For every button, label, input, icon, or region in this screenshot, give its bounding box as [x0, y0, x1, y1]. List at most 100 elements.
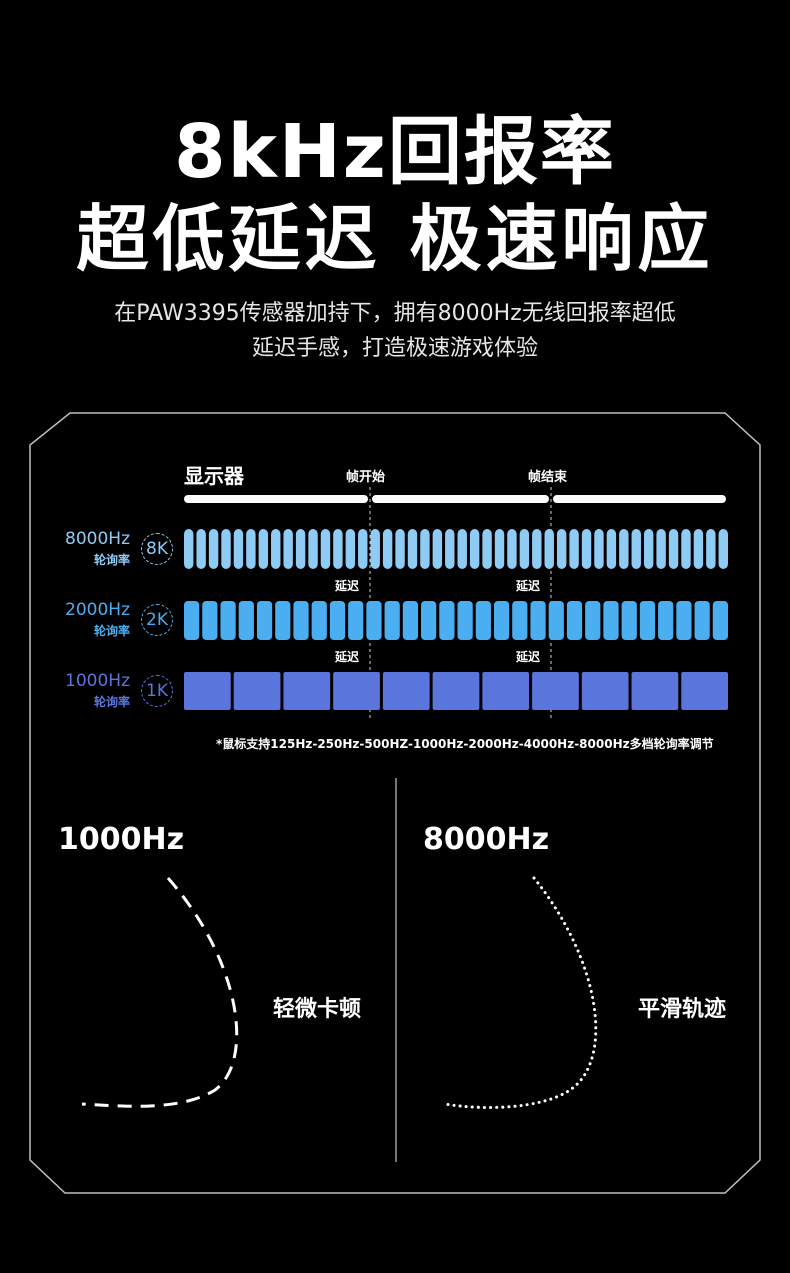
- poll-bar-8k: [358, 529, 368, 569]
- poll-bar-1k: [333, 672, 380, 710]
- headline-polling-rate: 8kHz回报率: [174, 109, 616, 195]
- poll-bar-8k: [308, 529, 318, 569]
- poll-bar-8k: [283, 529, 293, 569]
- poll-bar-2k: [402, 601, 419, 640]
- poll-bar-8k: [681, 529, 691, 569]
- poll-bar-8k: [532, 529, 542, 569]
- badge-2k: 2K: [141, 604, 173, 636]
- compare-left-desc: 轻微卡顿: [273, 997, 362, 1022]
- poll-bar-8k: [619, 529, 629, 569]
- poll-bar-1k: [382, 672, 430, 710]
- poll-bar-2k: [658, 601, 674, 640]
- rate-1000hz: 1000Hz: [65, 671, 130, 691]
- poll-bar-2k: [220, 601, 236, 640]
- poll-bar-2k: [639, 601, 656, 640]
- poll-bar-8k: [432, 529, 443, 569]
- poll-bar-8k: [221, 529, 231, 569]
- poll-bar-1k: [532, 672, 579, 710]
- bars-2000hz: [184, 601, 728, 640]
- rate-1000hz-cn: 轮询率: [93, 695, 130, 709]
- poll-bar-8k: [333, 529, 343, 569]
- curve-1000hz: [81, 877, 239, 1108]
- poll-bar-8k: [271, 529, 281, 569]
- poll-bar-1k: [681, 672, 728, 710]
- poll-bar-8k: [320, 529, 331, 569]
- poll-bar-2k: [366, 601, 382, 640]
- poll-bar-8k: [594, 529, 604, 569]
- poll-bar-2k: [676, 601, 692, 640]
- poll-bar-2k: [493, 601, 510, 640]
- frame-start-label: 帧开始: [346, 470, 386, 485]
- poll-bar-2k: [384, 601, 400, 640]
- intro-line-2: 延迟手感，打造极速游戏体验: [251, 336, 538, 361]
- poll-bar-2k: [421, 601, 437, 640]
- polling-footnote: *鼠标支持125Hz-250Hz-500HZ-1000Hz-2000Hz-400…: [216, 737, 714, 751]
- rate-8000hz: 8000Hz: [65, 529, 130, 549]
- display-bar-1: [184, 495, 368, 503]
- compare-right-desc: 平滑轨迹: [638, 997, 727, 1022]
- bars-8000hz: [184, 529, 728, 569]
- poll-bar-8k: [420, 529, 430, 569]
- rate-2000hz-cn: 轮询率: [93, 624, 130, 638]
- rate-2000hz: 2000Hz: [65, 600, 130, 620]
- bars-1000hz: [184, 672, 728, 710]
- poll-bar-2k: [566, 601, 583, 640]
- poll-bar-2k: [694, 601, 710, 640]
- poll-bar-1k: [233, 672, 281, 710]
- frame-end-label: 帧结束: [528, 470, 568, 485]
- poll-bar-8k: [246, 529, 256, 569]
- poll-bar-1k: [581, 672, 629, 710]
- poll-bar-8k: [581, 529, 592, 569]
- poll-bar-2k: [475, 601, 491, 640]
- poll-bar-8k: [706, 529, 716, 569]
- poll-bar-8k: [569, 529, 579, 569]
- poll-bar-2k: [256, 601, 273, 640]
- poll-bar-1k: [184, 672, 231, 710]
- poll-bar-2k: [621, 601, 637, 640]
- poll-bar-8k: [556, 529, 567, 569]
- poll-bar-1k: [432, 672, 480, 710]
- diagram-panel: [29, 412, 761, 1194]
- badge-1k: 1K: [141, 675, 173, 707]
- poll-bar-2k: [457, 601, 473, 640]
- poll-bar-2k: [548, 601, 564, 640]
- poll-bar-2k: [329, 601, 346, 640]
- poll-bar-1k: [482, 672, 530, 710]
- poll-bar-1k: [631, 672, 679, 710]
- poll-bar-8k: [258, 529, 269, 569]
- poll-bar-8k: [382, 529, 393, 569]
- poll-bar-8k: [233, 529, 244, 569]
- poll-bar-8k: [643, 529, 654, 569]
- poll-bar-2k: [275, 601, 291, 640]
- poll-bar-8k: [395, 529, 405, 569]
- delay-label-1k-right: 延迟: [516, 650, 541, 664]
- poll-bar-8k: [469, 529, 480, 569]
- poll-bar-8k: [196, 529, 206, 569]
- poll-bar-8k: [208, 529, 219, 569]
- poll-bar-8k: [407, 529, 418, 569]
- delay-label-1k-left: 延迟: [335, 650, 360, 664]
- headline-low-latency: 超低延迟 极速响应: [76, 197, 714, 281]
- poll-bar-8k: [370, 529, 380, 569]
- compare-left-rate: 1000Hz: [58, 822, 185, 857]
- rate-8000hz-cn: 轮询率: [93, 553, 130, 567]
- poll-bar-2k: [439, 601, 455, 640]
- poll-bar-8k: [295, 529, 306, 569]
- poll-bar-2k: [293, 601, 309, 640]
- poll-bar-8k: [656, 529, 666, 569]
- compare-right-rate: 8000Hz: [423, 822, 550, 857]
- poll-bar-8k: [445, 529, 455, 569]
- intro-line-1: 在PAW3395传感器加持下，拥有8000Hz无线回报率超低: [114, 301, 676, 326]
- poll-bar-8k: [457, 529, 467, 569]
- delay-label-2k-right: 延迟: [516, 579, 541, 593]
- poll-bar-2k: [603, 601, 619, 640]
- poll-bar-2k: [585, 601, 601, 640]
- poll-bar-8k: [482, 529, 492, 569]
- poll-bar-2k: [311, 601, 327, 640]
- poll-bar-2k: [202, 601, 218, 640]
- poll-bar-2k: [184, 601, 200, 640]
- poll-bar-8k: [507, 529, 517, 569]
- poll-bar-8k: [606, 529, 617, 569]
- poll-bar-8k: [631, 529, 641, 569]
- poll-bar-2k: [512, 601, 528, 640]
